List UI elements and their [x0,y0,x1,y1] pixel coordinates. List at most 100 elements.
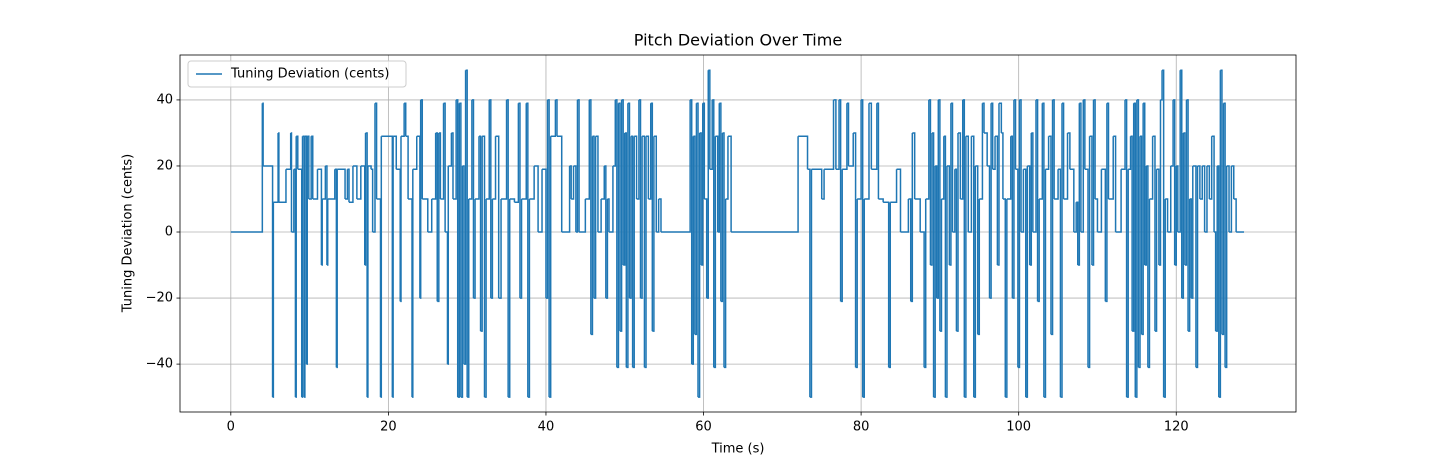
line-step [561,165,571,233]
line-step [618,102,621,332]
line-step [1023,168,1027,398]
line-step [420,99,424,199]
line-step [1141,103,1144,336]
line-step [360,165,366,266]
line-step [997,103,1000,266]
line-step [717,103,721,233]
y-axis-label: Tuning Deviation (cents) [121,154,136,313]
line-step [636,99,640,200]
line-step [1113,135,1117,233]
line-step [345,169,349,200]
line-step [1002,198,1007,398]
line-step [1005,198,1008,398]
line-step [1077,103,1081,266]
line-step [489,99,492,299]
line-step [308,136,312,200]
line-step [317,168,323,266]
line-step [365,132,368,398]
line-step [991,102,994,170]
line-step [807,168,811,398]
line-step [995,135,999,266]
line-step [910,132,914,303]
line-step [405,135,409,199]
line-step [876,102,880,199]
line-step [920,231,925,368]
line-step [1135,99,1138,398]
x-tick-label: 60 [695,420,712,435]
line-step [690,99,693,365]
line-step [949,103,952,266]
line-step [1225,165,1228,369]
line-step [945,165,948,398]
line-step [538,169,543,233]
line-step [932,132,935,398]
line-step [835,99,840,171]
line-step [1019,99,1022,233]
line-step [367,165,369,398]
line-step [501,99,508,200]
line-step [495,135,500,299]
line-step [656,198,660,233]
line-step [1202,165,1206,233]
line-step [924,198,927,369]
line-step [480,136,483,332]
line-step [1177,70,1181,233]
line-step [518,102,521,299]
line-step [545,99,549,299]
line-step [347,168,350,203]
line-step [456,99,459,398]
line-step [1032,99,1037,233]
line-step [404,102,407,137]
line-step [573,165,577,233]
line-step [348,165,354,204]
line-step [604,165,607,299]
line-step [1101,168,1107,302]
line-step [709,99,713,171]
line-step [486,99,490,200]
line-step [1079,102,1082,233]
line-step [1060,103,1063,398]
line-step [569,165,572,199]
line-step [1036,99,1039,302]
line-step [1220,69,1223,335]
line-step [381,135,394,398]
line-step [1191,165,1194,299]
line-step [1199,165,1203,200]
line-step [412,169,414,398]
y-tick-label: 20 [156,158,173,173]
line-step [301,136,304,398]
line-step [380,136,383,398]
line-step [965,135,970,233]
line-step [290,132,293,233]
line-step [416,135,421,299]
line-step [650,102,654,332]
line-step [1042,102,1045,398]
line-step [492,136,497,200]
line-step [642,135,646,368]
line-step [464,70,467,365]
line-step [989,103,992,299]
line-step [660,99,691,233]
line-step [498,198,502,299]
line-step [1084,168,1089,368]
line-step [312,169,319,200]
line-step [693,135,696,335]
line-step [848,132,854,167]
line-step [648,103,652,200]
line-step [811,168,823,199]
line-step [1163,198,1166,398]
axes-frame [179,54,1297,413]
line-step [691,136,695,365]
line-step [933,165,936,398]
line-step [631,135,634,368]
line-step [1132,103,1135,332]
line-step [864,103,870,200]
line-step [706,70,710,299]
line-step [549,136,552,398]
line-step [556,135,563,233]
line-step [527,198,531,398]
line-step [465,69,468,398]
line-step [1001,132,1004,199]
line-step [475,136,480,200]
